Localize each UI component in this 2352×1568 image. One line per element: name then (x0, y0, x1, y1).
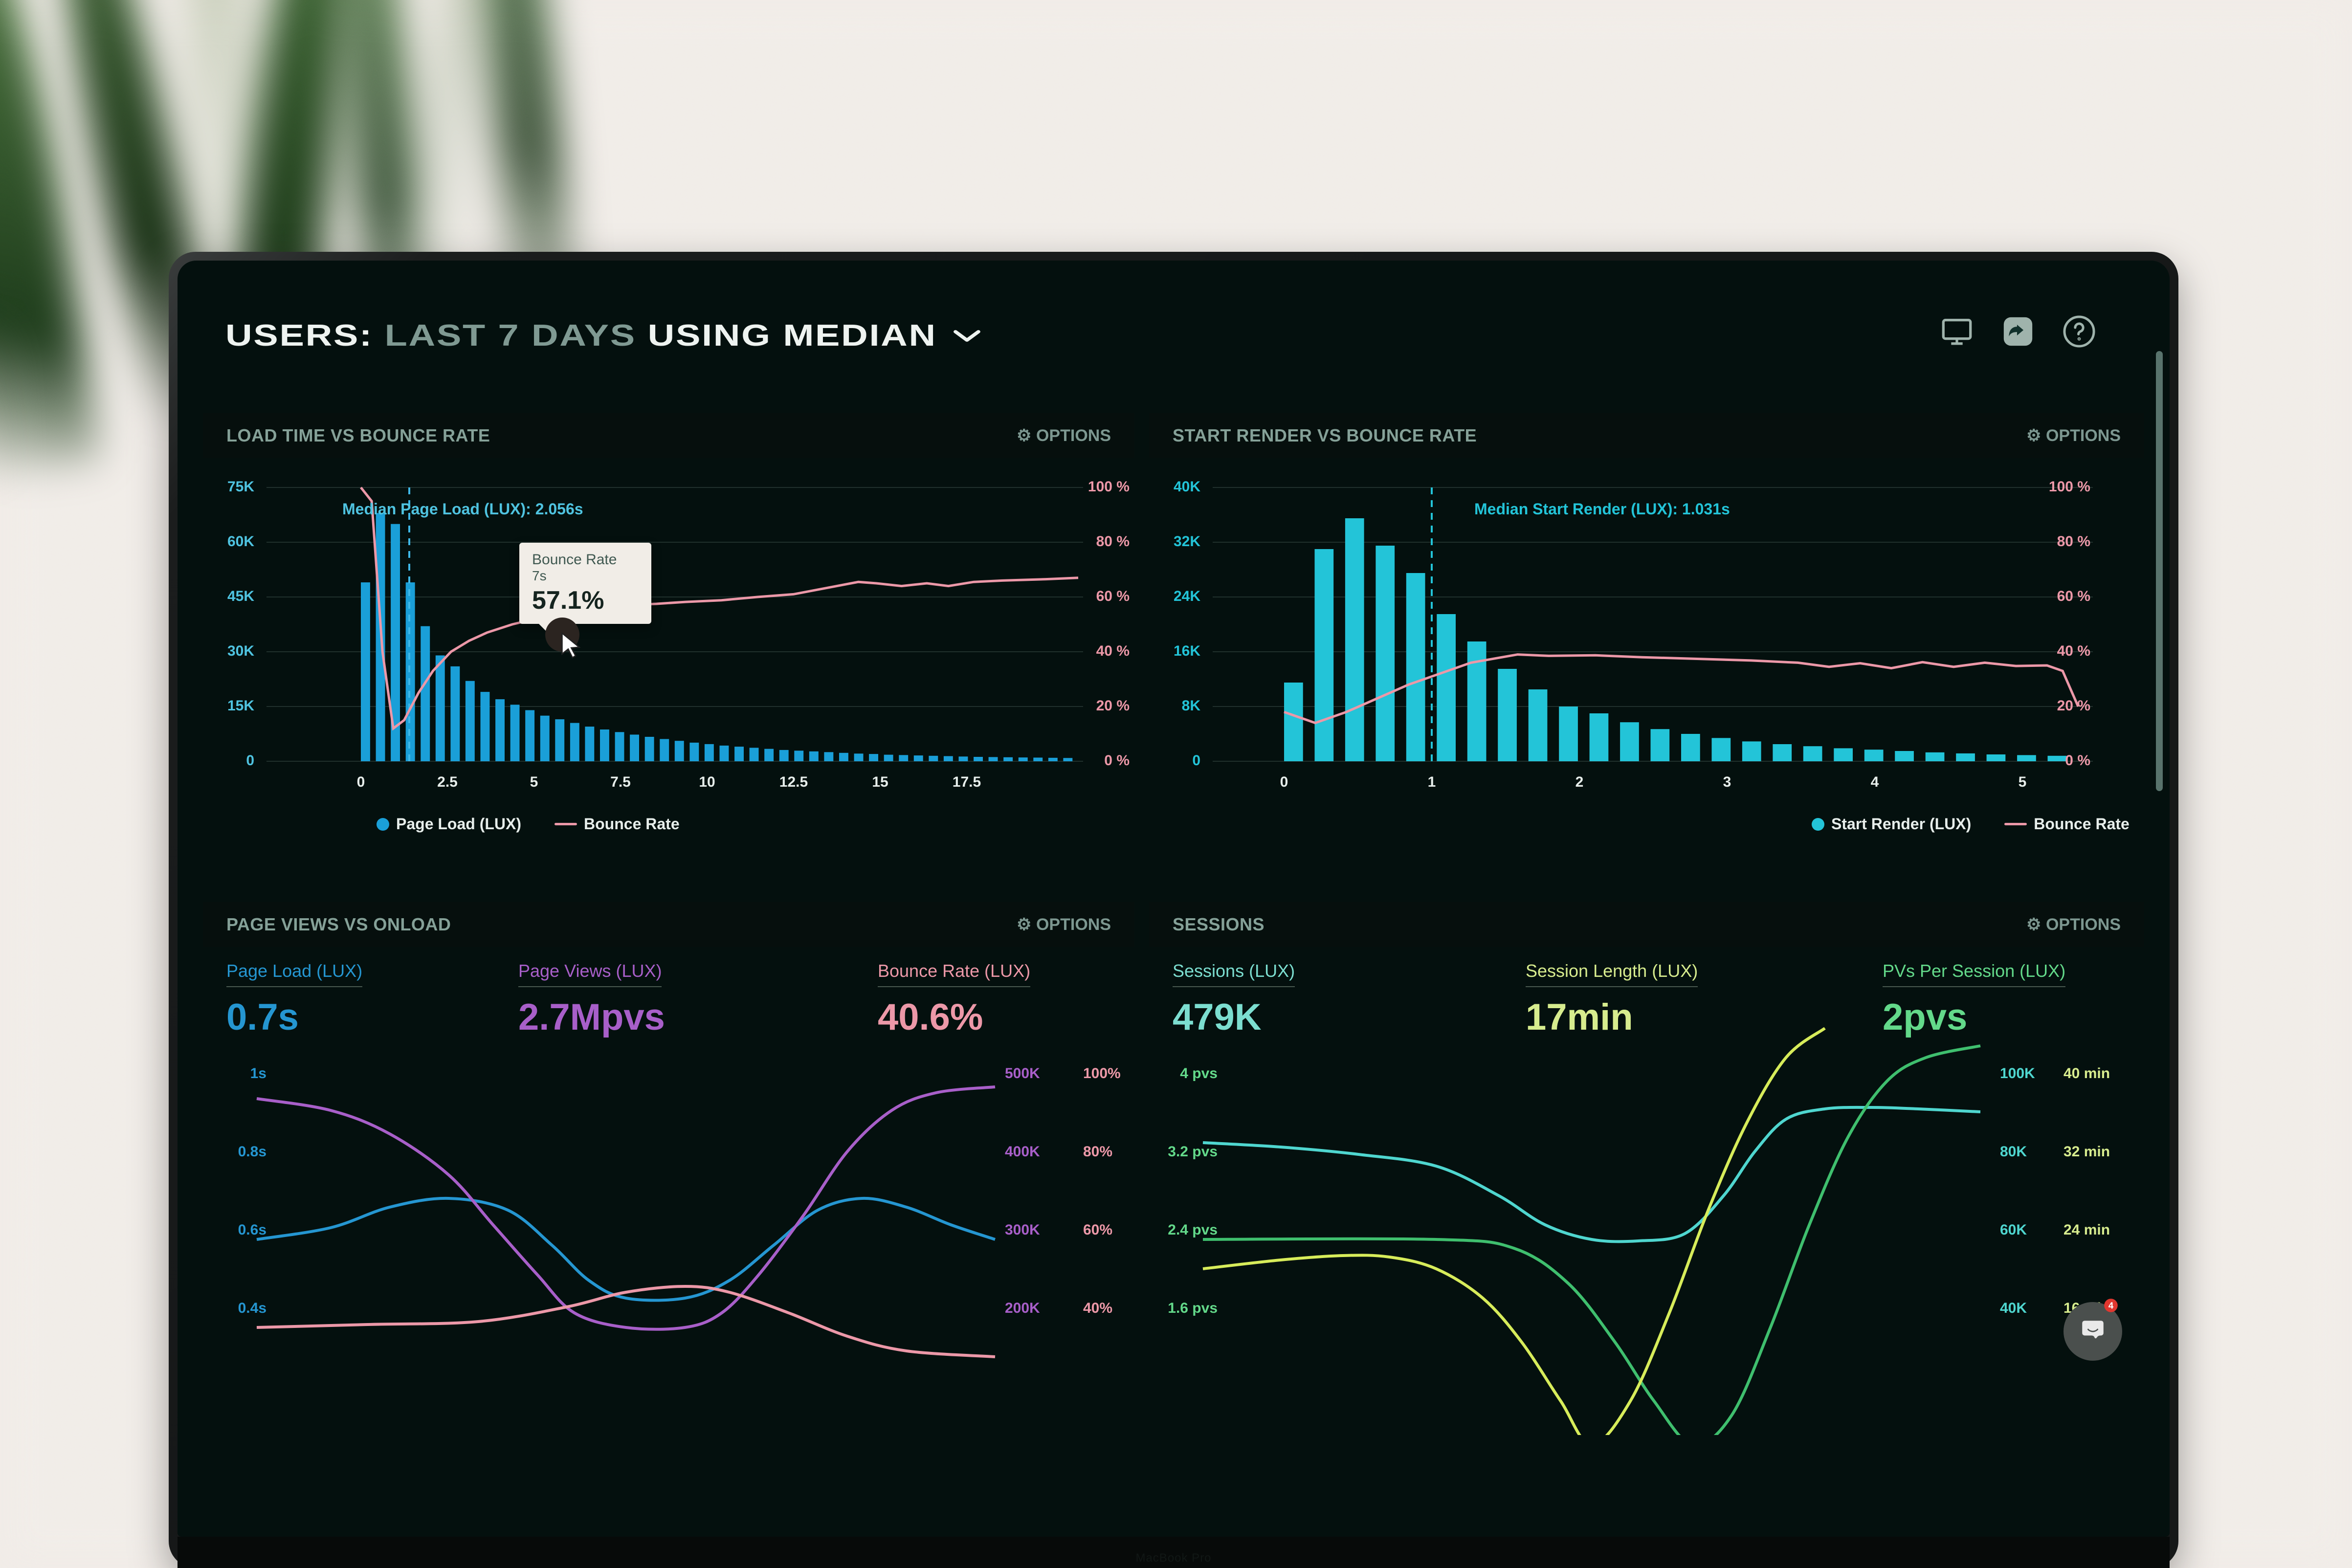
svg-text:60K: 60K (2000, 1222, 2027, 1238)
svg-text:100K: 100K (2000, 1065, 2035, 1082)
svg-text:80%: 80% (1083, 1144, 1112, 1160)
svg-text:12.5: 12.5 (779, 774, 808, 790)
svg-text:0.4s: 0.4s (238, 1300, 266, 1316)
svg-text:5: 5 (2019, 774, 2027, 790)
svg-text:32K: 32K (1174, 533, 1200, 550)
svg-text:0 %: 0 % (2065, 752, 2090, 769)
svg-text:8K: 8K (1182, 698, 1201, 714)
svg-text:0: 0 (1280, 774, 1288, 790)
svg-text:400K: 400K (1005, 1144, 1040, 1160)
svg-text:20 %: 20 % (2057, 698, 2090, 714)
svg-text:0: 0 (246, 752, 254, 769)
svg-text:0.6s: 0.6s (238, 1222, 266, 1238)
svg-text:2.5: 2.5 (437, 774, 458, 790)
svg-text:300K: 300K (1005, 1222, 1040, 1238)
svg-text:100 %: 100 % (1088, 479, 1130, 495)
svg-text:80 %: 80 % (2057, 533, 2090, 550)
svg-text:40%: 40% (1083, 1300, 1112, 1316)
svg-text:32 min: 32 min (2064, 1144, 2110, 1160)
svg-text:30K: 30K (227, 643, 254, 659)
svg-text:4: 4 (2108, 1300, 2114, 1310)
svg-text:2.4 pvs: 2.4 pvs (1168, 1222, 1218, 1238)
svg-text:3: 3 (1723, 774, 1731, 790)
svg-text:60 %: 60 % (1096, 588, 1130, 604)
svg-text:7.5: 7.5 (610, 774, 631, 790)
svg-text:75K: 75K (227, 479, 254, 495)
svg-text:80K: 80K (2000, 1144, 2027, 1160)
svg-text:40 min: 40 min (2064, 1065, 2110, 1082)
svg-text:45K: 45K (227, 588, 254, 604)
svg-text:40 %: 40 % (1096, 643, 1130, 659)
svg-text:200K: 200K (1005, 1300, 1040, 1316)
svg-text:10: 10 (699, 774, 715, 790)
svg-text:16K: 16K (1174, 643, 1200, 659)
svg-text:40 %: 40 % (2057, 643, 2090, 659)
svg-text:60 %: 60 % (2057, 588, 2090, 604)
svg-text:1: 1 (1428, 774, 1436, 790)
svg-text:24K: 24K (1174, 588, 1200, 604)
svg-text:24 min: 24 min (2064, 1222, 2110, 1238)
svg-text:15: 15 (872, 774, 888, 790)
svg-text:80 %: 80 % (1096, 533, 1130, 550)
svg-text:4: 4 (1871, 774, 1879, 790)
svg-text:20 %: 20 % (1096, 698, 1130, 714)
svg-text:500K: 500K (1005, 1065, 1040, 1082)
svg-text:2: 2 (1575, 774, 1584, 790)
svg-text:0: 0 (357, 774, 365, 790)
svg-text:40K: 40K (1174, 479, 1200, 495)
svg-text:60%: 60% (1083, 1222, 1112, 1238)
svg-text:0: 0 (1192, 752, 1200, 769)
svg-text:40K: 40K (2000, 1300, 2027, 1316)
svg-text:60K: 60K (227, 533, 254, 550)
svg-text:1s: 1s (250, 1065, 266, 1082)
svg-text:0 %: 0 % (1104, 752, 1130, 769)
svg-text:5: 5 (530, 774, 538, 790)
svg-text:3.2 pvs: 3.2 pvs (1168, 1144, 1218, 1160)
svg-text:15K: 15K (227, 698, 254, 714)
svg-text:100 %: 100 % (2049, 479, 2090, 495)
svg-text:4 pvs: 4 pvs (1180, 1065, 1218, 1082)
svg-text:0.8s: 0.8s (238, 1144, 266, 1160)
svg-text:100%: 100% (1083, 1065, 1121, 1082)
svg-text:17.5: 17.5 (953, 774, 981, 790)
svg-text:1.6 pvs: 1.6 pvs (1168, 1300, 1218, 1316)
